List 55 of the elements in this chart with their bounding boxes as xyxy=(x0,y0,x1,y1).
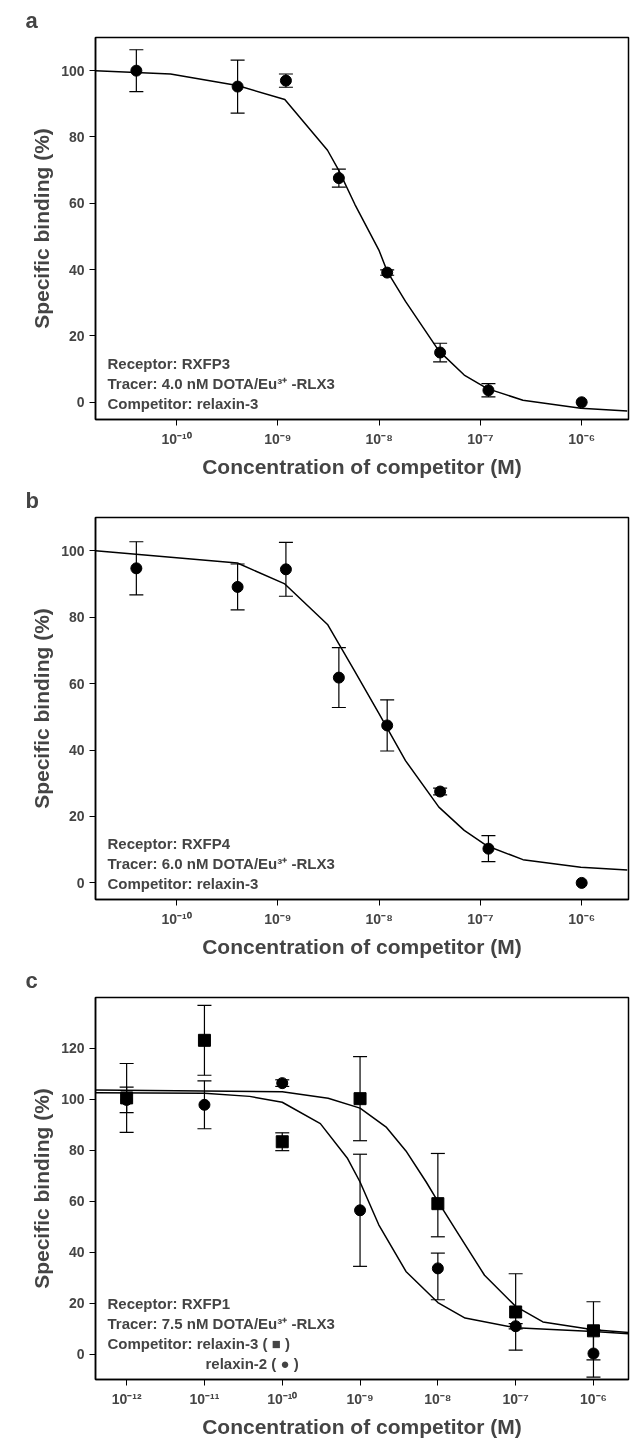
x-tick-label: 10⁻¹¹ xyxy=(189,1390,220,1407)
x-tick-label: 10⁻⁹ xyxy=(264,910,292,927)
y-axis-title: Specific binding (%) xyxy=(30,1088,54,1289)
y-tick-label: 0 xyxy=(76,1346,85,1363)
chart-title: c xyxy=(25,967,38,993)
annotation: Tracer: 7.5 nM DOTA/Eu³⁺ -RLX3 xyxy=(107,1314,335,1332)
annotation: Receptor: RXFP4 xyxy=(107,834,231,852)
x-tick-label: 10⁻⁷ xyxy=(502,1390,530,1407)
x-tick-label: 10⁻⁷ xyxy=(467,430,494,447)
y-tick-label: 40 xyxy=(68,261,85,278)
annotation: Competitor: relaxin-3 xyxy=(107,394,259,412)
y-tick-label: 100 xyxy=(61,1091,85,1108)
x-tick-label: 10⁻⁶ xyxy=(568,430,596,447)
chart-title: b xyxy=(25,487,39,513)
x-tick-label: 10⁻⁸ xyxy=(365,910,393,927)
chart-title: a xyxy=(25,7,39,33)
y-tick-label: 100 xyxy=(61,62,85,79)
annotation: Competitor: relaxin-3 ( ■ ) xyxy=(107,1334,290,1352)
x-tick-label: 10⁻⁶ xyxy=(579,1390,607,1407)
x-axis-title: Concentration of competitor (M) xyxy=(202,1414,522,1438)
y-tick-label: 40 xyxy=(68,742,85,759)
x-tick-label: 10⁻⁸ xyxy=(365,430,393,447)
x-tick-label: 10⁻¹⁰ xyxy=(267,1390,298,1407)
y-tick-label: 120 xyxy=(61,1040,85,1057)
x-tick-label: 10⁻¹⁰ xyxy=(161,910,192,927)
x-tick-label: 10⁻¹⁰ xyxy=(161,430,192,447)
y-tick-label: 60 xyxy=(68,195,85,212)
y-tick-label: 20 xyxy=(68,808,85,825)
y-tick-label: 60 xyxy=(68,1193,85,1210)
y-tick-label: 100 xyxy=(61,542,85,559)
y-tick-label: 80 xyxy=(68,128,85,145)
x-tick-label: 10⁻¹² xyxy=(111,1390,142,1407)
x-tick-label: 10⁻⁶ xyxy=(568,910,596,927)
annotation: Tracer: 6.0 nM DOTA/Eu³⁺ -RLX3 xyxy=(107,854,335,872)
y-tick-label: 80 xyxy=(68,609,85,626)
annotation: Receptor: RXFP1 xyxy=(107,1294,231,1312)
y-tick-label: 40 xyxy=(68,1244,85,1261)
annotation: relaxin-2 ( ● ) xyxy=(205,1354,299,1372)
y-tick-label: 80 xyxy=(68,1142,85,1159)
y-tick-label: 60 xyxy=(68,675,85,692)
x-tick-label: 10⁻⁷ xyxy=(467,910,494,927)
y-axis-title: Specific binding (%) xyxy=(30,128,54,329)
y-tick-label: 20 xyxy=(68,1295,85,1312)
x-tick-label: 10⁻⁹ xyxy=(264,430,292,447)
y-axis-title: Specific binding (%) xyxy=(30,608,54,809)
x-axis-title: Concentration of competitor (M) xyxy=(202,934,522,958)
annotation: Tracer: 4.0 nM DOTA/Eu³⁺ -RLX3 xyxy=(107,374,335,392)
annotation: Receptor: RXFP3 xyxy=(107,354,231,372)
y-tick-label: 0 xyxy=(76,874,85,891)
y-tick-label: 20 xyxy=(68,327,85,344)
x-axis-title: Concentration of competitor (M) xyxy=(202,454,522,478)
x-tick-label: 10⁻⁸ xyxy=(424,1390,452,1407)
y-tick-label: 0 xyxy=(76,394,85,411)
x-tick-label: 10⁻⁹ xyxy=(346,1390,374,1407)
annotation: Competitor: relaxin-3 xyxy=(107,874,259,892)
